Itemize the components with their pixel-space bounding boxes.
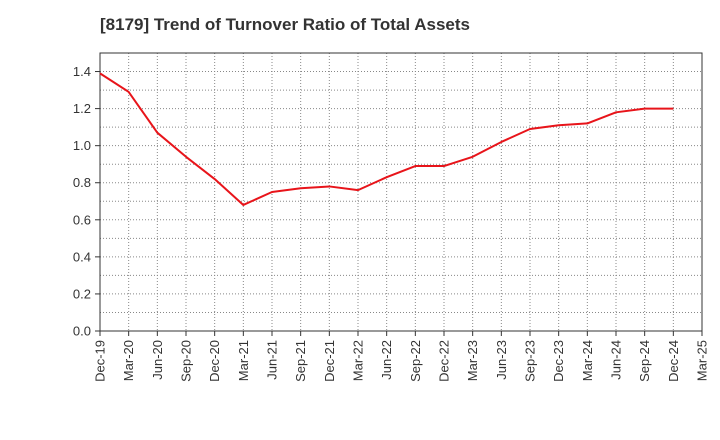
- x-tick-label: Mar-23: [465, 340, 480, 381]
- y-tick-label: 0.6: [73, 212, 91, 227]
- plot-frame: [99, 52, 703, 332]
- y-tick-label: 0.0: [73, 324, 91, 339]
- y-tick-label: 0.4: [73, 249, 91, 264]
- chart-title: [8179] Trend of Turnover Ratio of Total …: [100, 15, 470, 34]
- x-tick-label: Sep-24: [637, 340, 652, 382]
- x-tick-label: Dec-24: [666, 340, 681, 382]
- x-tick-label: Jun-20: [150, 340, 165, 380]
- x-tick-label: Jun-22: [379, 340, 394, 380]
- x-tick-label: Jun-23: [494, 340, 509, 380]
- y-tick-label: 1.0: [73, 138, 91, 153]
- tick-labels: 0.0 0.2 0.4 0.6 0.8 1.0 1.2 1.4 Dec-19 Mar-20 Jun-…: [73, 64, 710, 382]
- x-tick-label: Mar-20: [121, 340, 136, 381]
- y-tick-label: 1.2: [73, 101, 91, 116]
- y-tick-label: 0.2: [73, 286, 91, 301]
- x-tick-label: Dec-20: [207, 340, 222, 382]
- x-tick-label: Mar-24: [580, 340, 595, 381]
- x-tick-label: Dec-21: [322, 340, 337, 382]
- y-tick-label: 1.4: [73, 64, 91, 79]
- x-tick-label: Dec-19: [93, 340, 108, 382]
- series-line: [99, 72, 674, 206]
- x-tick-label: Mar-22: [351, 340, 366, 381]
- grid-layer: [100, 53, 702, 331]
- x-tick-label: Sep-22: [408, 340, 423, 382]
- x-tick-label: Dec-22: [437, 340, 452, 382]
- x-tick-label: Jun-21: [265, 340, 280, 380]
- x-tick-label: Sep-23: [523, 340, 538, 382]
- x-tick-label: Sep-20: [179, 340, 194, 382]
- y-tick-label: 0.8: [73, 175, 91, 190]
- x-tick-label: Jun-24: [609, 340, 624, 380]
- x-tick-label: Mar-21: [236, 340, 251, 381]
- series-layer: [99, 72, 674, 206]
- x-tick-label: Dec-23: [551, 340, 566, 382]
- axis-layer: [95, 52, 703, 336]
- x-tick-label: Mar-25: [695, 340, 710, 381]
- x-tick-label: Sep-21: [293, 340, 308, 382]
